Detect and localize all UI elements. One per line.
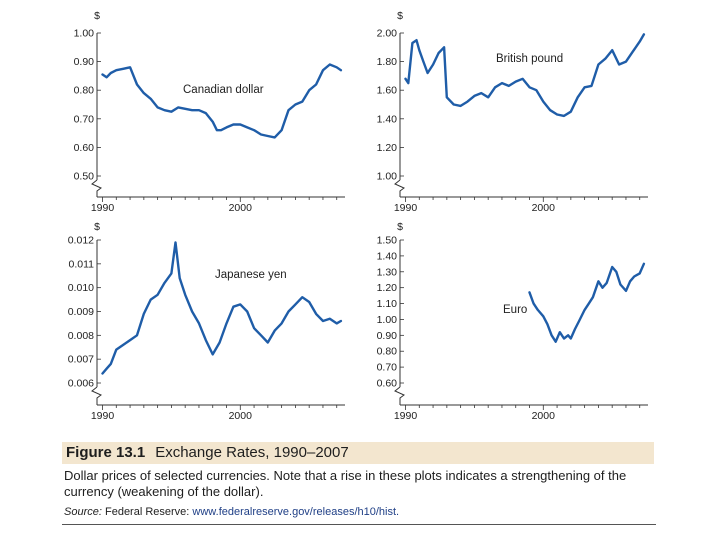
chart-2-x-tick-label-0: 1990: [394, 202, 418, 214]
figure-heading: Figure 13.1 Exchange Rates, 1990–2007: [66, 443, 349, 463]
chart-1-axis-break: [91, 179, 102, 197]
chart-3-series-label: Japanese yen: [215, 269, 287, 281]
chart-4-y-tick-label-8: 0.70: [377, 362, 398, 374]
source-label: Source:: [64, 506, 102, 518]
chart-4-x-tick-label-1: 2000: [532, 410, 556, 422]
chart-1-y-tick-label-2: 0.80: [74, 85, 95, 97]
chart-4-y-tick-label-1: 1.40: [377, 250, 398, 262]
chart-2-y-tick-label-5: 1.00: [377, 171, 398, 183]
chart-3-axis-break: [91, 386, 102, 405]
figure-description: Dollar prices of selected currencies. No…: [64, 468, 627, 499]
figure-title: Exchange Rates, 1990–2007: [155, 444, 349, 461]
chart-4-series-label: Euro: [503, 304, 527, 316]
chart-3-series-line: [101, 241, 343, 375]
chart-3-x-tick-label-1: 2000: [229, 410, 253, 422]
bottom-rule: [62, 524, 656, 525]
chart-4-y-tick-label-6: 0.90: [377, 330, 398, 342]
chart-1-y-tick-label-0: 1.00: [74, 28, 95, 40]
chart-2-y-tick-label-2: 1.60: [377, 85, 398, 97]
chart-3-unit-label: $: [94, 221, 100, 233]
source-url-link[interactable]: www.federalreserve.gov/releases/h10/hist…: [192, 506, 400, 518]
chart-1-series-label: Canadian dollar: [183, 84, 264, 96]
chart-4-y-tick-label-2: 1.30: [377, 266, 398, 278]
chart-2-y-tick-label-3: 1.40: [377, 113, 398, 125]
chart-3-y-tick-label-2: 0.010: [68, 282, 94, 294]
chart-2-y-tick-label-4: 1.20: [377, 142, 398, 154]
chart-2-y-tick-label-0: 2.00: [377, 28, 398, 40]
chart-3-x-tick-label-0: 1990: [91, 410, 115, 422]
chart-4-y-tick-label-3: 1.20: [377, 282, 398, 294]
chart-3-y-tick-label-1: 0.011: [69, 258, 95, 270]
source-text: Federal Reserve:: [104, 506, 190, 518]
chart-3-y-tick-label-5: 0.007: [68, 354, 94, 366]
chart-1-x-tick-label-1: 2000: [229, 202, 253, 214]
chart-4-x-tick-label-0: 1990: [394, 410, 418, 422]
chart-4-unit-label: $: [397, 221, 403, 233]
chart-2-series-label: British pound: [496, 53, 563, 65]
chart-1-unit-label: $: [94, 10, 100, 22]
chart-4-y-tick-label-0: 1.50: [377, 235, 398, 247]
chart-4-axis-break: [394, 386, 405, 405]
figure-number: Figure 13.1: [66, 444, 146, 461]
chart-3-y-tick-label-4: 0.008: [68, 330, 94, 342]
chart-3-y-tick-label-6: 0.006: [68, 378, 94, 390]
chart-3-y-tick-label-0: 0.012: [68, 235, 94, 247]
chart-1-y-tick-label-3: 0.70: [74, 113, 95, 125]
chart-3-y-tick-label-3: 0.009: [68, 306, 94, 318]
chart-2-series-line: [404, 33, 646, 118]
chart-2-unit-label: $: [397, 10, 403, 22]
chart-1-y-tick-label-5: 0.50: [74, 171, 95, 183]
chart-4-y-tick-label-9: 0.60: [377, 378, 398, 390]
exchange-rate-charts: 1.00 0.90 0.80 0.70 0.60 0.50 $1990 2000 Canadia…: [68, 10, 648, 422]
chart-4-y-tick-label-4: 1.10: [377, 298, 398, 310]
chart-2-x-tick-label-1: 2000: [532, 202, 556, 214]
chart-1-y-tick-label-4: 0.60: [74, 142, 95, 154]
chart-1-x-tick-label-0: 1990: [91, 202, 115, 214]
chart-1-series-line: [101, 63, 343, 139]
chart-1-y-tick-label-1: 0.90: [74, 56, 95, 68]
figure-caption-band: [62, 442, 654, 464]
chart-4-series-line: [528, 262, 646, 343]
chart-4-y-tick-label-5: 1.00: [377, 314, 398, 326]
chart-2-axis-break: [394, 179, 405, 197]
figure-source: Source: Federal Reserve: www.federalrese…: [64, 505, 658, 519]
chart-2-y-tick-label-1: 1.80: [377, 56, 398, 68]
chart-4-y-tick-label-7: 0.80: [377, 346, 398, 358]
